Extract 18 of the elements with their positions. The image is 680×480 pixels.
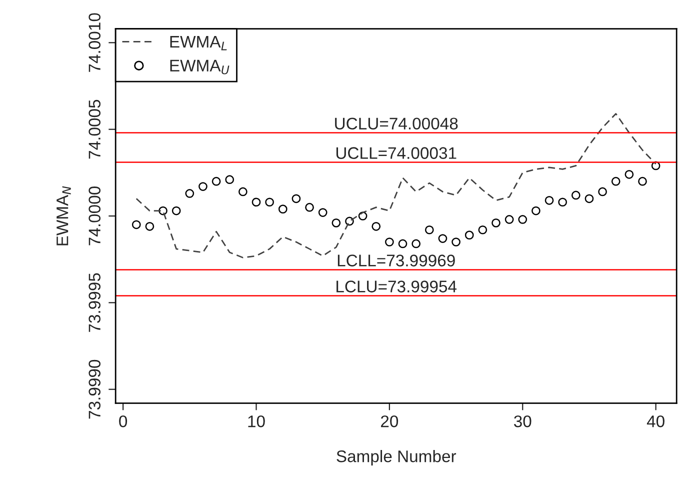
x-axis-title: Sample Number	[336, 450, 456, 466]
ref-line-label: UCLU=74.00048	[335, 118, 458, 130]
y-tick-label: 74.0005	[88, 100, 100, 159]
ref-line-label: UCLL=74.00031	[336, 147, 456, 159]
legend-label: EWMA$_{U}$	[170, 60, 230, 74]
legend-label: EWMA$_{L}$	[170, 36, 227, 50]
x-tick-label: 40	[646, 415, 664, 428]
y-tick-label: 74.0000	[88, 186, 100, 246]
x-tick-label: 0	[119, 415, 128, 428]
x-tick-label: 10	[248, 415, 265, 428]
x-tick-label: 30	[514, 415, 532, 428]
y-tick-label: 73.9995	[88, 273, 100, 332]
y-tick-label: 73.9990	[88, 360, 100, 419]
y-axis-title: EWMA$_{N}$	[56, 186, 71, 246]
y-tick-label: 74.0010	[88, 13, 100, 72]
ref-line-label: LCLL=73.99969	[338, 254, 455, 266]
ref-line-label: LCLU=73.99954	[336, 280, 457, 292]
x-tick-label: 20	[381, 415, 398, 428]
